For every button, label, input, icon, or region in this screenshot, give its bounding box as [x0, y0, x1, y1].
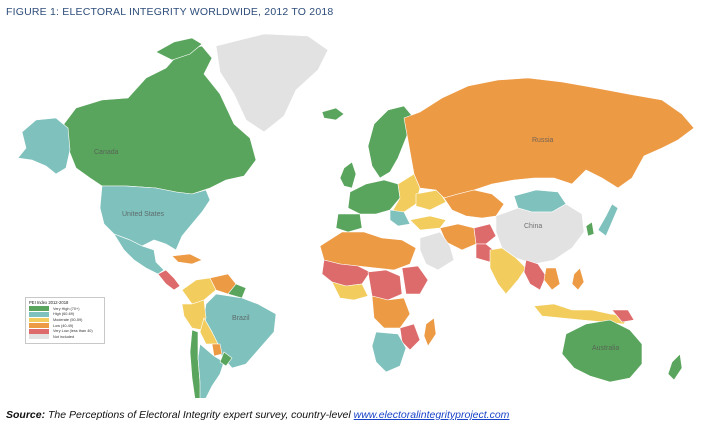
map-label-australia: Australia [592, 345, 619, 352]
country-indochina [543, 267, 561, 291]
country-arabia [419, 231, 455, 271]
country-western-europe [347, 179, 401, 215]
country-central-america [157, 269, 181, 291]
country-japan [597, 203, 619, 237]
country-ukraine [415, 189, 447, 211]
map-label-brazil: Brazil [232, 315, 250, 322]
country-indonesia [533, 303, 629, 325]
map-label-united-states: United States [122, 211, 165, 218]
country-west-africa [331, 281, 369, 301]
country-guyana [227, 283, 247, 299]
legend-item: Not included [29, 334, 101, 340]
country-iberia [335, 213, 363, 233]
legend-swatch [29, 323, 49, 328]
map-label-china: China [524, 223, 542, 230]
country-congo [371, 295, 411, 329]
country-afghanistan [473, 223, 497, 245]
country-east-africa [401, 265, 429, 295]
world-map-svg: Canada United States Brazil Russia China… [17, 33, 695, 398]
country-philippines [571, 267, 585, 291]
source-label: Source: [6, 409, 46, 421]
legend-item: Very High (70+) [29, 306, 101, 312]
legend-item: Very Low (less than 40) [29, 328, 101, 334]
map-label-canada: Canada [94, 149, 119, 156]
country-greenland [215, 33, 329, 133]
country-iceland [321, 107, 345, 121]
country-alaska [17, 117, 71, 175]
country-turkey [409, 215, 447, 231]
source-text: The Perceptions of Electoral Integrity e… [45, 409, 354, 421]
legend-swatch [29, 306, 49, 312]
country-chile [189, 329, 202, 398]
source-link[interactable]: www.electoralintegrityproject.com [353, 409, 510, 421]
country-southern-africa [371, 331, 407, 373]
legend-label: Not included [53, 334, 75, 339]
country-central-africa [367, 269, 403, 301]
legend-label: High (60-69) [53, 312, 75, 317]
legend-title: PEI Index 2012-2018 [29, 300, 69, 305]
country-madagascar [423, 317, 437, 347]
legend-swatch [29, 328, 49, 334]
country-india [489, 247, 527, 295]
legend-swatch [29, 311, 49, 317]
country-paraguay [211, 343, 223, 357]
legend-item: Moderate (50-59) [29, 317, 101, 323]
country-scandinavia [367, 105, 415, 179]
country-korea [585, 221, 595, 237]
legend-swatch [29, 334, 49, 340]
figure-title: FIGURE 1: ELECTORAL INTEGRITY WORLDWIDE,… [6, 6, 334, 18]
country-united-states [99, 185, 211, 251]
legend-label: Moderate (50-59) [53, 317, 83, 322]
country-uruguay [219, 351, 233, 367]
country-argentina [197, 343, 225, 398]
country-uk [339, 161, 357, 189]
country-mainland-sea [523, 259, 547, 291]
legend-label: Very Low (less than 40) [53, 329, 93, 334]
country-new-zealand [667, 353, 683, 381]
map-legend: PEI Index 2012-2018 Very High (70+) High… [25, 297, 105, 344]
country-canada-islands [155, 37, 203, 61]
legend-item: Low (40-49) [29, 323, 101, 329]
country-mexico [113, 233, 165, 275]
country-australia [561, 319, 643, 383]
world-map: Canada United States Brazil Russia China… [6, 28, 708, 398]
legend-swatch [29, 317, 49, 323]
source-note: Source: The Perceptions of Electoral Int… [6, 409, 509, 421]
legend-item: High (60-69) [29, 311, 101, 318]
country-papua [611, 309, 635, 323]
country-caribbean [171, 253, 203, 265]
legend-label: Low (40-49) [53, 323, 74, 328]
country-kazakhstan [443, 189, 505, 219]
country-southern-africa-low [399, 323, 421, 351]
legend-label: Very High (70+) [53, 306, 80, 311]
country-balkans [389, 209, 411, 227]
map-label-russia: Russia [532, 137, 554, 144]
